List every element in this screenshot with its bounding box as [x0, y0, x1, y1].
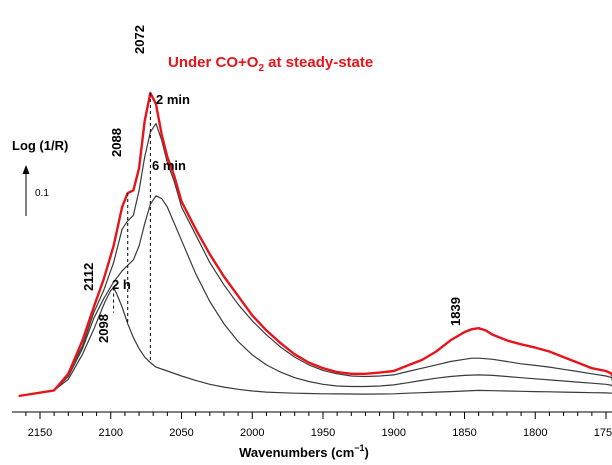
x-tick-label: 2050: [169, 427, 193, 439]
x-tick-label: 1850: [452, 427, 476, 439]
x-axis-ticks: 2150 2100 2050 2000 1950 1900 1850 1800 1750: [25, 412, 612, 439]
x-tick-label: 2100: [99, 427, 123, 439]
peak-label-2098: 2098: [96, 314, 111, 343]
series-label-2min: 2 min: [156, 92, 190, 107]
y-axis-label: Log (1/R): [12, 138, 68, 153]
peak-label-2072: 2072: [132, 25, 147, 54]
x-axis-label: Wavenumbers (cm−1): [239, 443, 369, 460]
x-tick-label: 1750: [594, 427, 612, 439]
series-label-2h: 2 h: [112, 277, 131, 292]
scale-bar-label: 0.1: [35, 188, 49, 199]
series-line-under-co-o2-at-steady-state: [18, 91, 612, 398]
x-tick-label: 1950: [311, 427, 335, 439]
series-line-2-h: [18, 287, 612, 397]
x-tick-label: 1900: [382, 427, 406, 439]
peak-dashed-lines: [113, 92, 151, 363]
condition-label: Under CO+O2 at steady-state: [168, 54, 373, 74]
series-layer: [18, 91, 612, 398]
scale-bar-arrowhead: [22, 165, 30, 174]
x-tick-label: 2150: [28, 427, 52, 439]
x-tick-label: 2000: [240, 427, 264, 439]
peak-label-2112: 2112: [81, 263, 96, 291]
series-label-6min: 6 min: [152, 158, 186, 173]
series-line-6-min: [18, 195, 612, 397]
peak-label-1839: 1839: [448, 297, 463, 326]
x-tick-label: 1800: [523, 427, 547, 439]
peak-label-2088: 2088: [109, 128, 124, 157]
series-line-2-min: [18, 123, 612, 397]
